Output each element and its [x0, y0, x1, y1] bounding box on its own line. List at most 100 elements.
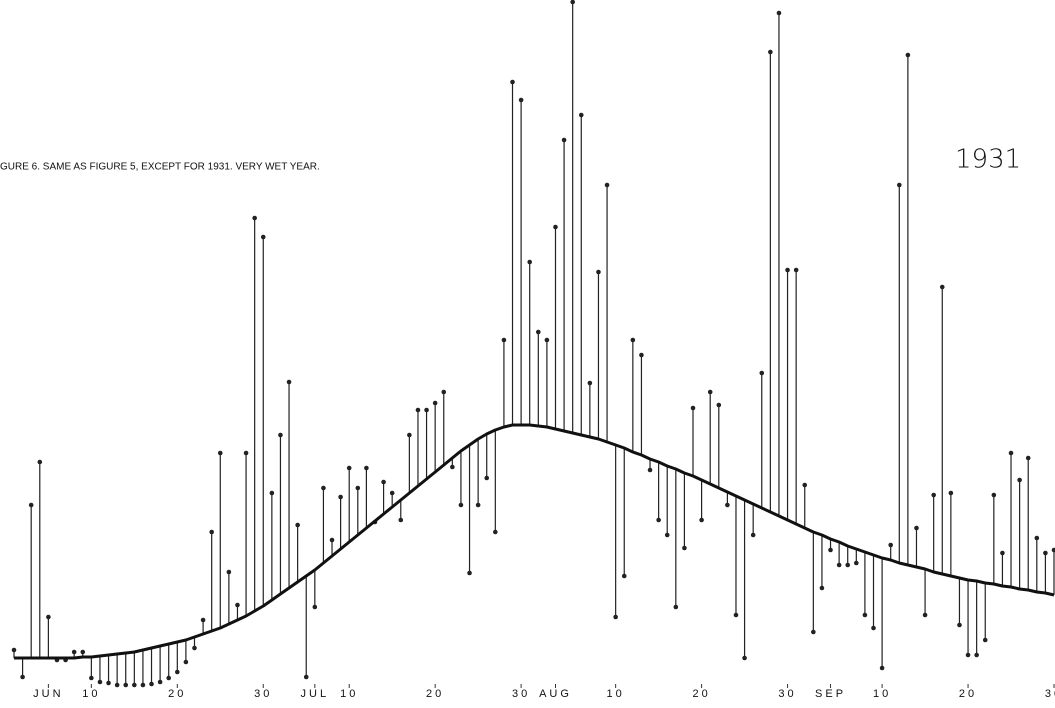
- dot: [587, 380, 593, 386]
- x-tick-label: 10: [873, 688, 891, 700]
- dot: [89, 675, 94, 681]
- dot: [690, 405, 696, 411]
- normal-curve: [14, 423, 1055, 660]
- x-tick-label: JUN: [33, 688, 63, 700]
- x-tick-label: 20: [168, 688, 186, 700]
- x-tick-label: 30: [778, 688, 796, 700]
- dot: [819, 585, 825, 591]
- dot: [278, 432, 283, 438]
- dot: [673, 604, 679, 610]
- dot: [862, 612, 868, 618]
- dot: [939, 284, 945, 290]
- x-tick-label: 10: [607, 688, 625, 700]
- dot: [71, 649, 77, 655]
- dot: [896, 182, 902, 188]
- dot: [811, 629, 816, 635]
- dot: [140, 682, 146, 688]
- dot: [1051, 547, 1055, 553]
- dot: [166, 675, 172, 681]
- dot: [243, 450, 249, 456]
- dot: [1025, 455, 1031, 461]
- dot: [828, 547, 833, 553]
- x-tick-label: 20: [692, 688, 710, 700]
- dot: [217, 450, 223, 456]
- dot: [20, 674, 25, 680]
- dot: [80, 649, 86, 655]
- dot: [578, 112, 584, 118]
- x-tick-label: 30: [254, 688, 272, 700]
- dot: [664, 532, 670, 538]
- x-tick-label: 30: [1045, 688, 1055, 700]
- dot: [905, 52, 911, 58]
- dot: [441, 389, 447, 395]
- x-tick-label: 20: [959, 688, 977, 700]
- dot: [209, 529, 214, 535]
- dot: [114, 682, 120, 688]
- dot: [106, 680, 111, 686]
- dot: [1034, 535, 1040, 541]
- dot: [776, 10, 782, 16]
- dot: [682, 545, 687, 551]
- dot: [157, 679, 163, 685]
- chart-title: GURE 6. SAME AS FIGURE 5, EXCEPT FOR 193…: [0, 162, 320, 173]
- dot: [424, 407, 429, 413]
- dot: [226, 569, 232, 575]
- dot: [716, 402, 722, 408]
- dot: [1017, 477, 1022, 483]
- dot: [733, 612, 739, 618]
- dot: [312, 604, 318, 610]
- dot: [570, 0, 575, 5]
- dot: [527, 259, 533, 265]
- dot: [535, 329, 541, 335]
- dot: [132, 682, 137, 688]
- dot: [46, 614, 51, 620]
- dot: [802, 482, 808, 488]
- dot: [561, 137, 567, 143]
- dot: [200, 617, 206, 623]
- dot: [407, 432, 412, 438]
- dot: [914, 525, 919, 531]
- dot: [931, 492, 936, 498]
- dot: [957, 622, 962, 628]
- dot: [389, 490, 395, 496]
- dot: [656, 517, 661, 523]
- dot: [647, 467, 653, 473]
- dot: [97, 679, 103, 685]
- dot: [458, 502, 464, 508]
- dot: [415, 407, 421, 413]
- dot: [544, 337, 550, 343]
- dot: [725, 502, 730, 508]
- dot: [1008, 450, 1014, 456]
- dot: [639, 352, 644, 358]
- dot: [475, 502, 481, 508]
- dot: [252, 215, 257, 221]
- dot: [303, 674, 309, 680]
- dot: [286, 379, 292, 385]
- dot: [974, 652, 979, 658]
- dot: [467, 570, 472, 576]
- dot: [836, 562, 842, 568]
- dot: [854, 560, 859, 566]
- dot: [879, 665, 885, 671]
- dot: [518, 97, 524, 103]
- dot: [982, 637, 988, 643]
- dot: [37, 459, 43, 465]
- dot: [1043, 550, 1048, 556]
- dot: [175, 669, 180, 675]
- x-tick-label: 10: [340, 688, 358, 700]
- dot: [235, 602, 240, 608]
- dot: [484, 475, 490, 481]
- dot: [768, 49, 773, 55]
- dot: [381, 479, 386, 485]
- dot: [269, 490, 275, 496]
- dot: [123, 682, 129, 688]
- dot: [699, 517, 704, 523]
- dot: [338, 494, 343, 500]
- dot: [260, 234, 266, 240]
- dot: [750, 532, 756, 538]
- dot: [321, 485, 326, 491]
- dot: [922, 612, 928, 618]
- x-tick-label: SEP: [815, 688, 846, 700]
